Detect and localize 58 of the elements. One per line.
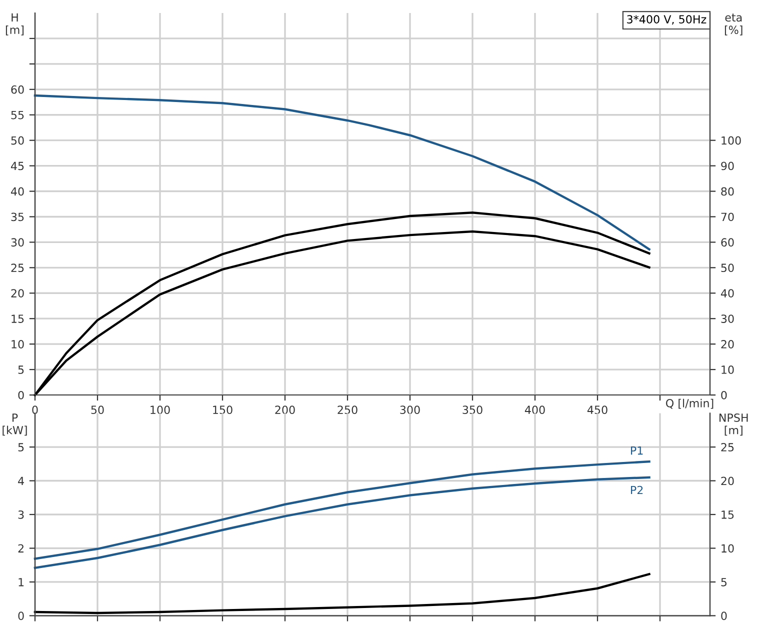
y-tick-label: 3 xyxy=(18,510,24,519)
y2-axis-title: eta [%] xyxy=(724,14,742,36)
line-series xyxy=(34,94,650,250)
y-tick-label: 5 xyxy=(18,443,24,452)
x-tick-label: 200 xyxy=(275,406,295,414)
x-tick-label: 50 xyxy=(91,406,104,414)
x-tick-label: 400 xyxy=(524,406,545,414)
series-label: P1 xyxy=(631,446,643,455)
line-series xyxy=(34,460,650,560)
x-tick-label: 250 xyxy=(338,406,358,414)
x-axis-title: Q [l/min] xyxy=(666,398,714,409)
y-tick-label: 2 xyxy=(18,544,24,552)
y2-tick-label: 90 xyxy=(721,162,734,170)
y2-tick-label: 50 xyxy=(721,264,734,272)
y2-tick-label: 80 xyxy=(721,187,734,196)
x-tick-label: 450 xyxy=(587,406,608,414)
line-series xyxy=(34,572,650,614)
y-tick-label: 0 xyxy=(18,612,24,620)
y2-tick-label: 40 xyxy=(720,289,734,298)
y-tick-label: 55 xyxy=(11,110,24,120)
y-tick-label: 5 xyxy=(18,366,24,374)
y2-tick-label: 70 xyxy=(721,212,734,222)
y-axis-title: H [m] xyxy=(6,13,24,36)
y-tick-label: 50 xyxy=(11,136,24,145)
x-tick-label: 350 xyxy=(462,406,482,414)
y-tick-label: 35 xyxy=(11,212,24,222)
x-tick-label: 0 xyxy=(32,406,38,414)
y2-tick-label: 25 xyxy=(721,443,734,452)
y2-tick-label: 0 xyxy=(721,612,727,620)
y2-tick-label: 20 xyxy=(721,340,734,348)
x-tick-label: 150 xyxy=(213,406,232,414)
y-tick-label: 15 xyxy=(12,314,24,323)
y-tick-label: 4 xyxy=(18,476,24,485)
y2-tick-label: 30 xyxy=(721,314,734,323)
line-series xyxy=(34,476,650,569)
annotation: 3*400 V, 50Hz xyxy=(627,15,706,25)
y-tick-label: 0 xyxy=(18,390,24,400)
y-tick-label: 40 xyxy=(10,187,24,196)
y2-axis-title: NPSH [m] xyxy=(720,413,748,436)
y-tick-label: 20 xyxy=(11,289,24,298)
y2-tick-label: 60 xyxy=(721,238,734,247)
y-tick-label: 45 xyxy=(10,162,24,170)
y2-tick-label: 10 xyxy=(722,366,734,374)
y-tick-label: 30 xyxy=(11,238,24,247)
y2-tick-label: 15 xyxy=(722,510,734,519)
y-axis-title: P [kW] xyxy=(2,414,27,436)
x-tick-label: 300 xyxy=(400,406,420,414)
series-label: P2 xyxy=(631,486,643,494)
y-tick-label: 60 xyxy=(11,85,24,94)
y2-tick-label: 10 xyxy=(722,544,734,553)
y2-tick-label: 0 xyxy=(721,390,727,400)
y2-tick-label: 5 xyxy=(721,578,727,586)
x-tick-label: 100 xyxy=(150,406,170,414)
y2-tick-label: 100 xyxy=(722,136,741,145)
y2-tick-label: 20 xyxy=(721,476,734,486)
y-tick-label: 25 xyxy=(11,264,24,272)
y-tick-label: 1 xyxy=(18,578,24,586)
y-tick-label: 10 xyxy=(12,340,24,348)
